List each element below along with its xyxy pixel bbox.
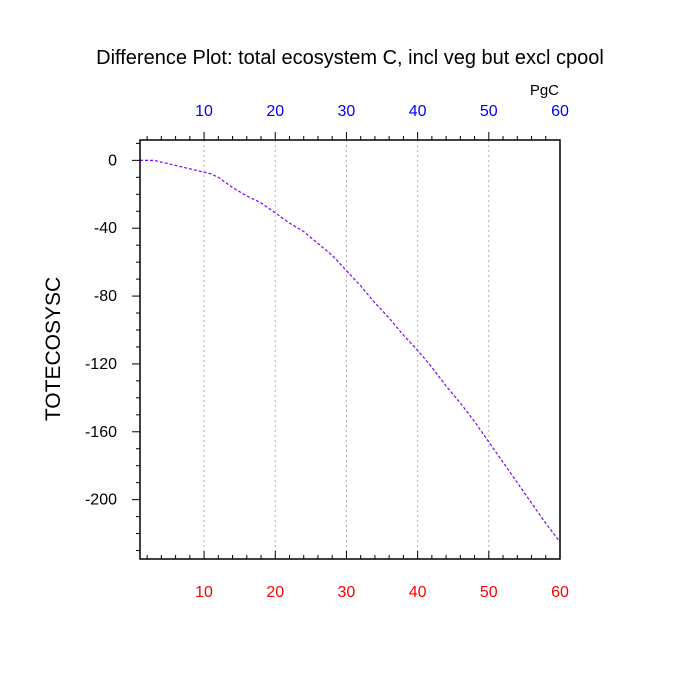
y-tick-label: -120 (85, 356, 117, 373)
x-top-tick-label: 10 (195, 103, 213, 120)
x-top-tick-label: 50 (480, 103, 498, 120)
y-tick-label: -160 (85, 424, 117, 441)
y-axis-label: TOTECOSYSC (42, 277, 65, 421)
y-tick-label: -200 (85, 492, 117, 509)
x-tick-label: 20 (266, 584, 284, 601)
x-tick-label: 10 (195, 584, 213, 601)
y-tick-label: -80 (94, 288, 117, 305)
x-tick-label: 40 (409, 584, 427, 601)
y-tick-label: -40 (94, 220, 117, 237)
series-layer (140, 159, 561, 543)
grid (203, 140, 490, 559)
plot-frame (139, 139, 561, 560)
x-top-tick-label: 30 (338, 103, 356, 120)
chart-title: Difference Plot: total ecosystem C, incl… (96, 47, 604, 69)
x-tick-label: 30 (338, 584, 356, 601)
x-top-tick-label: 20 (266, 103, 284, 120)
tick-layer (132, 132, 547, 559)
x-tick-label: 60 (551, 584, 569, 601)
units-label: PgC (530, 82, 559, 99)
x-tick-label: 50 (480, 584, 498, 601)
x-top-tick-label: 40 (409, 103, 427, 120)
x-top-tick-label: 60 (551, 103, 569, 120)
series-line (140, 159, 561, 543)
tick-label-layer: 10 10 20 20 30 30 40 40 50 50 60 60 0 -40 -80 -120 -160 -… (85, 103, 569, 601)
y-tick-label: 0 (108, 152, 117, 169)
